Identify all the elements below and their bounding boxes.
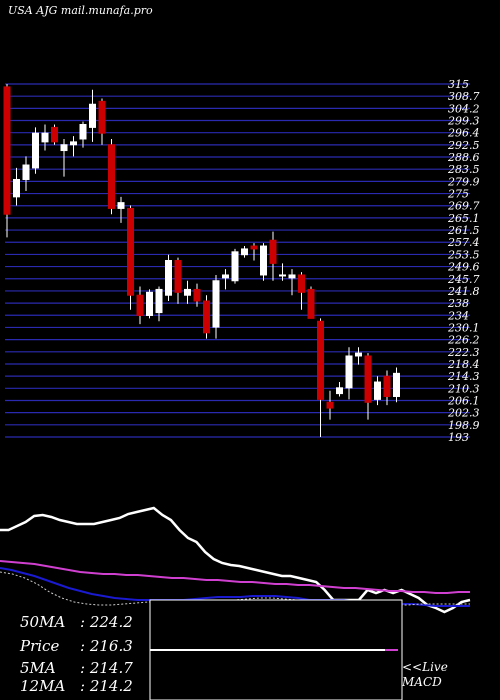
y-tick-label: 315 bbox=[448, 78, 469, 91]
candle-body bbox=[345, 355, 353, 389]
y-tick-label: 304.2 bbox=[448, 102, 480, 115]
ma50-value: : 224.2 bbox=[80, 613, 133, 631]
candle-body bbox=[108, 144, 115, 209]
candle-body bbox=[260, 245, 267, 276]
candle-body bbox=[203, 300, 210, 334]
ma5-label: 5MA bbox=[20, 659, 56, 677]
ma50-row: 50MA : 224.2 bbox=[20, 612, 133, 632]
ma12-row: 12MA : 214.2 bbox=[20, 676, 133, 696]
y-tick-label: 218.4 bbox=[447, 358, 480, 371]
y-tick-label: 296.4 bbox=[447, 127, 480, 140]
live-label[interactable]: <<Live bbox=[402, 660, 448, 674]
candle-body bbox=[146, 291, 153, 316]
candle-body bbox=[41, 132, 49, 143]
macd-label: MACD bbox=[402, 675, 442, 689]
price-label: Price bbox=[20, 637, 60, 655]
candle-body bbox=[70, 141, 77, 146]
y-tick-label: 198.9 bbox=[448, 419, 480, 432]
y-tick-label: 279.9 bbox=[447, 175, 480, 188]
ma50-label: 50MA bbox=[20, 613, 66, 631]
y-tick-label: 299.3 bbox=[447, 115, 480, 128]
candle-body bbox=[317, 320, 324, 400]
ma12-label: 12MA bbox=[20, 677, 66, 695]
y-axis-labels: 315308.7304.2299.3296.4292.5288.6283.527… bbox=[447, 78, 480, 444]
y-tick-label: 238 bbox=[447, 297, 469, 310]
candle-body bbox=[32, 132, 39, 169]
y-tick-label: 308.7 bbox=[448, 90, 480, 103]
candle-body bbox=[307, 288, 315, 319]
y-tick-label: 206.1 bbox=[447, 394, 480, 407]
y-tick-label: 222.3 bbox=[447, 346, 480, 359]
candle-body bbox=[155, 288, 163, 314]
candle-body bbox=[383, 375, 391, 397]
price-value: : 216.3 bbox=[80, 637, 133, 655]
indicator-line bbox=[0, 560, 470, 594]
y-tick-label: 230.1 bbox=[447, 321, 480, 334]
candle-body bbox=[3, 86, 11, 215]
y-tick-label: 257.4 bbox=[447, 236, 480, 249]
candle-body bbox=[355, 352, 362, 357]
candle-body bbox=[222, 274, 229, 279]
y-tick-label: 241.8 bbox=[447, 285, 480, 298]
indicator-line bbox=[0, 571, 470, 606]
candle-body bbox=[393, 372, 400, 397]
candle-body bbox=[241, 248, 248, 256]
ma12-value: : 214.2 bbox=[80, 677, 133, 695]
candle-body bbox=[117, 202, 125, 209]
y-tick-label: 283.5 bbox=[447, 163, 480, 176]
candle-body bbox=[89, 103, 96, 128]
y-tick-label: 265.1 bbox=[447, 212, 480, 225]
candle-body bbox=[326, 401, 334, 409]
candle-body bbox=[231, 251, 239, 282]
y-tick-label: 226.2 bbox=[447, 334, 480, 347]
price-row: Price : 216.3 bbox=[20, 636, 133, 656]
y-tick-label: 234 bbox=[447, 309, 469, 322]
candle-body bbox=[279, 274, 286, 277]
candle-body bbox=[250, 245, 258, 250]
y-tick-label: 253.5 bbox=[447, 248, 480, 261]
y-tick-label: 249.6 bbox=[447, 261, 480, 274]
candle-body bbox=[127, 207, 134, 296]
candle-body bbox=[336, 387, 343, 395]
candle-body bbox=[374, 381, 381, 400]
candle-body bbox=[184, 288, 191, 296]
y-tick-label: 245.7 bbox=[447, 273, 480, 286]
candle-body bbox=[364, 355, 372, 403]
y-tick-label: 210.3 bbox=[447, 382, 480, 395]
candle-body bbox=[79, 124, 87, 140]
candle-body bbox=[13, 178, 20, 198]
ma5-row: 5MA : 214.7 bbox=[20, 658, 133, 678]
y-tick-label: 269.7 bbox=[447, 200, 480, 213]
ma5-value: : 214.7 bbox=[80, 659, 133, 677]
y-tick-label: 261.5 bbox=[447, 224, 480, 237]
candle-body bbox=[193, 288, 201, 302]
candle-body bbox=[212, 280, 220, 328]
indicator-line bbox=[0, 506, 471, 614]
y-tick-label: 202.3 bbox=[447, 407, 480, 420]
candle-body bbox=[174, 260, 182, 293]
candle-body bbox=[136, 294, 144, 316]
candle-body bbox=[288, 274, 296, 279]
candle-body bbox=[298, 274, 305, 293]
candle-body bbox=[51, 126, 58, 143]
y-tick-label: 288.6 bbox=[447, 151, 480, 164]
candle-body bbox=[60, 144, 68, 152]
y-tick-label: 214.3 bbox=[447, 370, 480, 383]
candle-body bbox=[98, 100, 106, 134]
indicator-panel bbox=[0, 506, 471, 614]
candle-body bbox=[165, 260, 172, 296]
chart-title: USA AJG mail.munafa.pro bbox=[8, 4, 153, 17]
y-tick-label: 193 bbox=[448, 431, 469, 444]
candle-body bbox=[269, 239, 277, 264]
y-tick-label: 292.5 bbox=[447, 139, 480, 152]
candle-body bbox=[22, 164, 30, 180]
y-tick-label: 275 bbox=[447, 188, 469, 201]
candlestick-series bbox=[3, 84, 400, 437]
